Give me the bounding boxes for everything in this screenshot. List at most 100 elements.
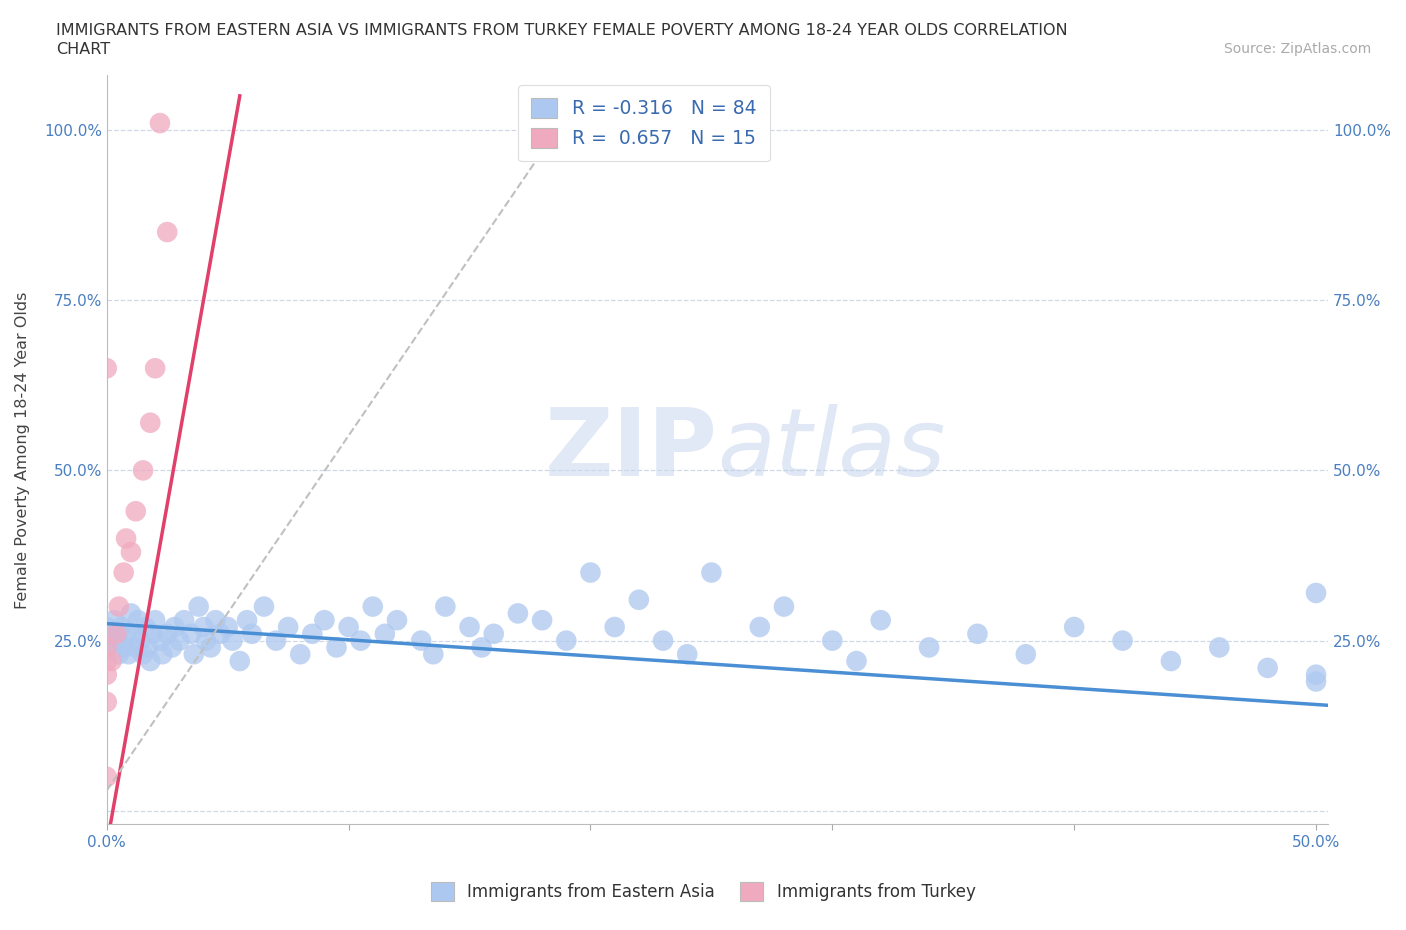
Point — [156, 225, 179, 240]
Point — [555, 633, 578, 648]
Point — [385, 613, 408, 628]
Point — [105, 627, 128, 642]
Point — [115, 627, 138, 642]
Point — [240, 627, 263, 642]
Point — [139, 654, 162, 669]
Point — [163, 619, 186, 634]
Point — [149, 633, 172, 648]
Point — [112, 640, 135, 655]
Point — [482, 627, 505, 642]
Point — [96, 640, 118, 655]
Point — [434, 599, 457, 614]
Point — [193, 619, 215, 634]
Point — [845, 654, 868, 669]
Point — [149, 115, 172, 130]
Point — [125, 504, 148, 519]
Point — [471, 640, 494, 655]
Point — [108, 646, 131, 661]
Legend: Immigrants from Eastern Asia, Immigrants from Turkey: Immigrants from Eastern Asia, Immigrants… — [423, 876, 983, 908]
Point — [676, 646, 699, 661]
Point — [301, 627, 323, 642]
Point — [127, 613, 149, 628]
Point — [103, 613, 125, 628]
Point — [1305, 674, 1327, 689]
Point — [156, 627, 179, 642]
Point — [236, 613, 259, 628]
Point — [134, 619, 156, 634]
Point — [115, 531, 138, 546]
Point — [1208, 640, 1230, 655]
Point — [132, 646, 155, 661]
Point — [1305, 586, 1327, 601]
Point — [173, 613, 195, 628]
Point — [700, 565, 723, 580]
Point — [108, 599, 131, 614]
Point — [918, 640, 941, 655]
Point — [422, 646, 444, 661]
Point — [531, 613, 554, 628]
Point — [603, 619, 626, 634]
Text: atlas: atlas — [717, 405, 946, 496]
Point — [110, 619, 132, 634]
Point — [200, 640, 222, 655]
Point — [652, 633, 675, 648]
Point — [209, 627, 232, 642]
Point — [120, 545, 142, 560]
Point — [96, 361, 118, 376]
Point — [869, 613, 891, 628]
Point — [136, 640, 159, 655]
Point — [169, 633, 191, 648]
Point — [143, 361, 166, 376]
Legend: R = -0.316   N = 84, R =  0.657   N = 15: R = -0.316 N = 84, R = 0.657 N = 15 — [517, 85, 770, 162]
Point — [579, 565, 602, 580]
Point — [748, 619, 770, 634]
Point — [129, 633, 152, 648]
Point — [183, 646, 205, 661]
Point — [132, 463, 155, 478]
Point — [458, 619, 481, 634]
Point — [125, 640, 148, 655]
Text: CHART: CHART — [56, 42, 110, 57]
Point — [1111, 633, 1133, 648]
Point — [229, 654, 252, 669]
Point — [217, 619, 239, 634]
Point — [117, 646, 139, 661]
Point — [253, 599, 276, 614]
Point — [1160, 654, 1182, 669]
Point — [105, 633, 128, 648]
Point — [337, 619, 360, 634]
Point — [96, 619, 118, 634]
Point — [96, 640, 118, 655]
Point — [277, 619, 299, 634]
Point — [350, 633, 373, 648]
Point — [204, 613, 226, 628]
Point — [100, 654, 122, 669]
Point — [1063, 619, 1085, 634]
Point — [325, 640, 347, 655]
Point — [96, 695, 118, 710]
Y-axis label: Female Poverty Among 18-24 Year Olds: Female Poverty Among 18-24 Year Olds — [15, 291, 30, 608]
Point — [143, 613, 166, 628]
Point — [142, 627, 165, 642]
Point — [221, 633, 243, 648]
Point — [821, 633, 844, 648]
Point — [194, 633, 217, 648]
Point — [966, 627, 988, 642]
Point — [139, 416, 162, 431]
Point — [120, 606, 142, 621]
Text: IMMIGRANTS FROM EASTERN ASIA VS IMMIGRANTS FROM TURKEY FEMALE POVERTY AMONG 18-2: IMMIGRANTS FROM EASTERN ASIA VS IMMIGRAN… — [56, 23, 1069, 38]
Point — [160, 640, 183, 655]
Point — [122, 627, 145, 642]
Point — [374, 627, 396, 642]
Point — [1305, 667, 1327, 682]
Point — [1015, 646, 1038, 661]
Point — [1257, 660, 1279, 675]
Point — [187, 599, 209, 614]
Point — [773, 599, 796, 614]
Point — [627, 592, 650, 607]
Point — [411, 633, 433, 648]
Point — [96, 769, 118, 784]
Point — [290, 646, 312, 661]
Point — [112, 565, 135, 580]
Point — [180, 627, 202, 642]
